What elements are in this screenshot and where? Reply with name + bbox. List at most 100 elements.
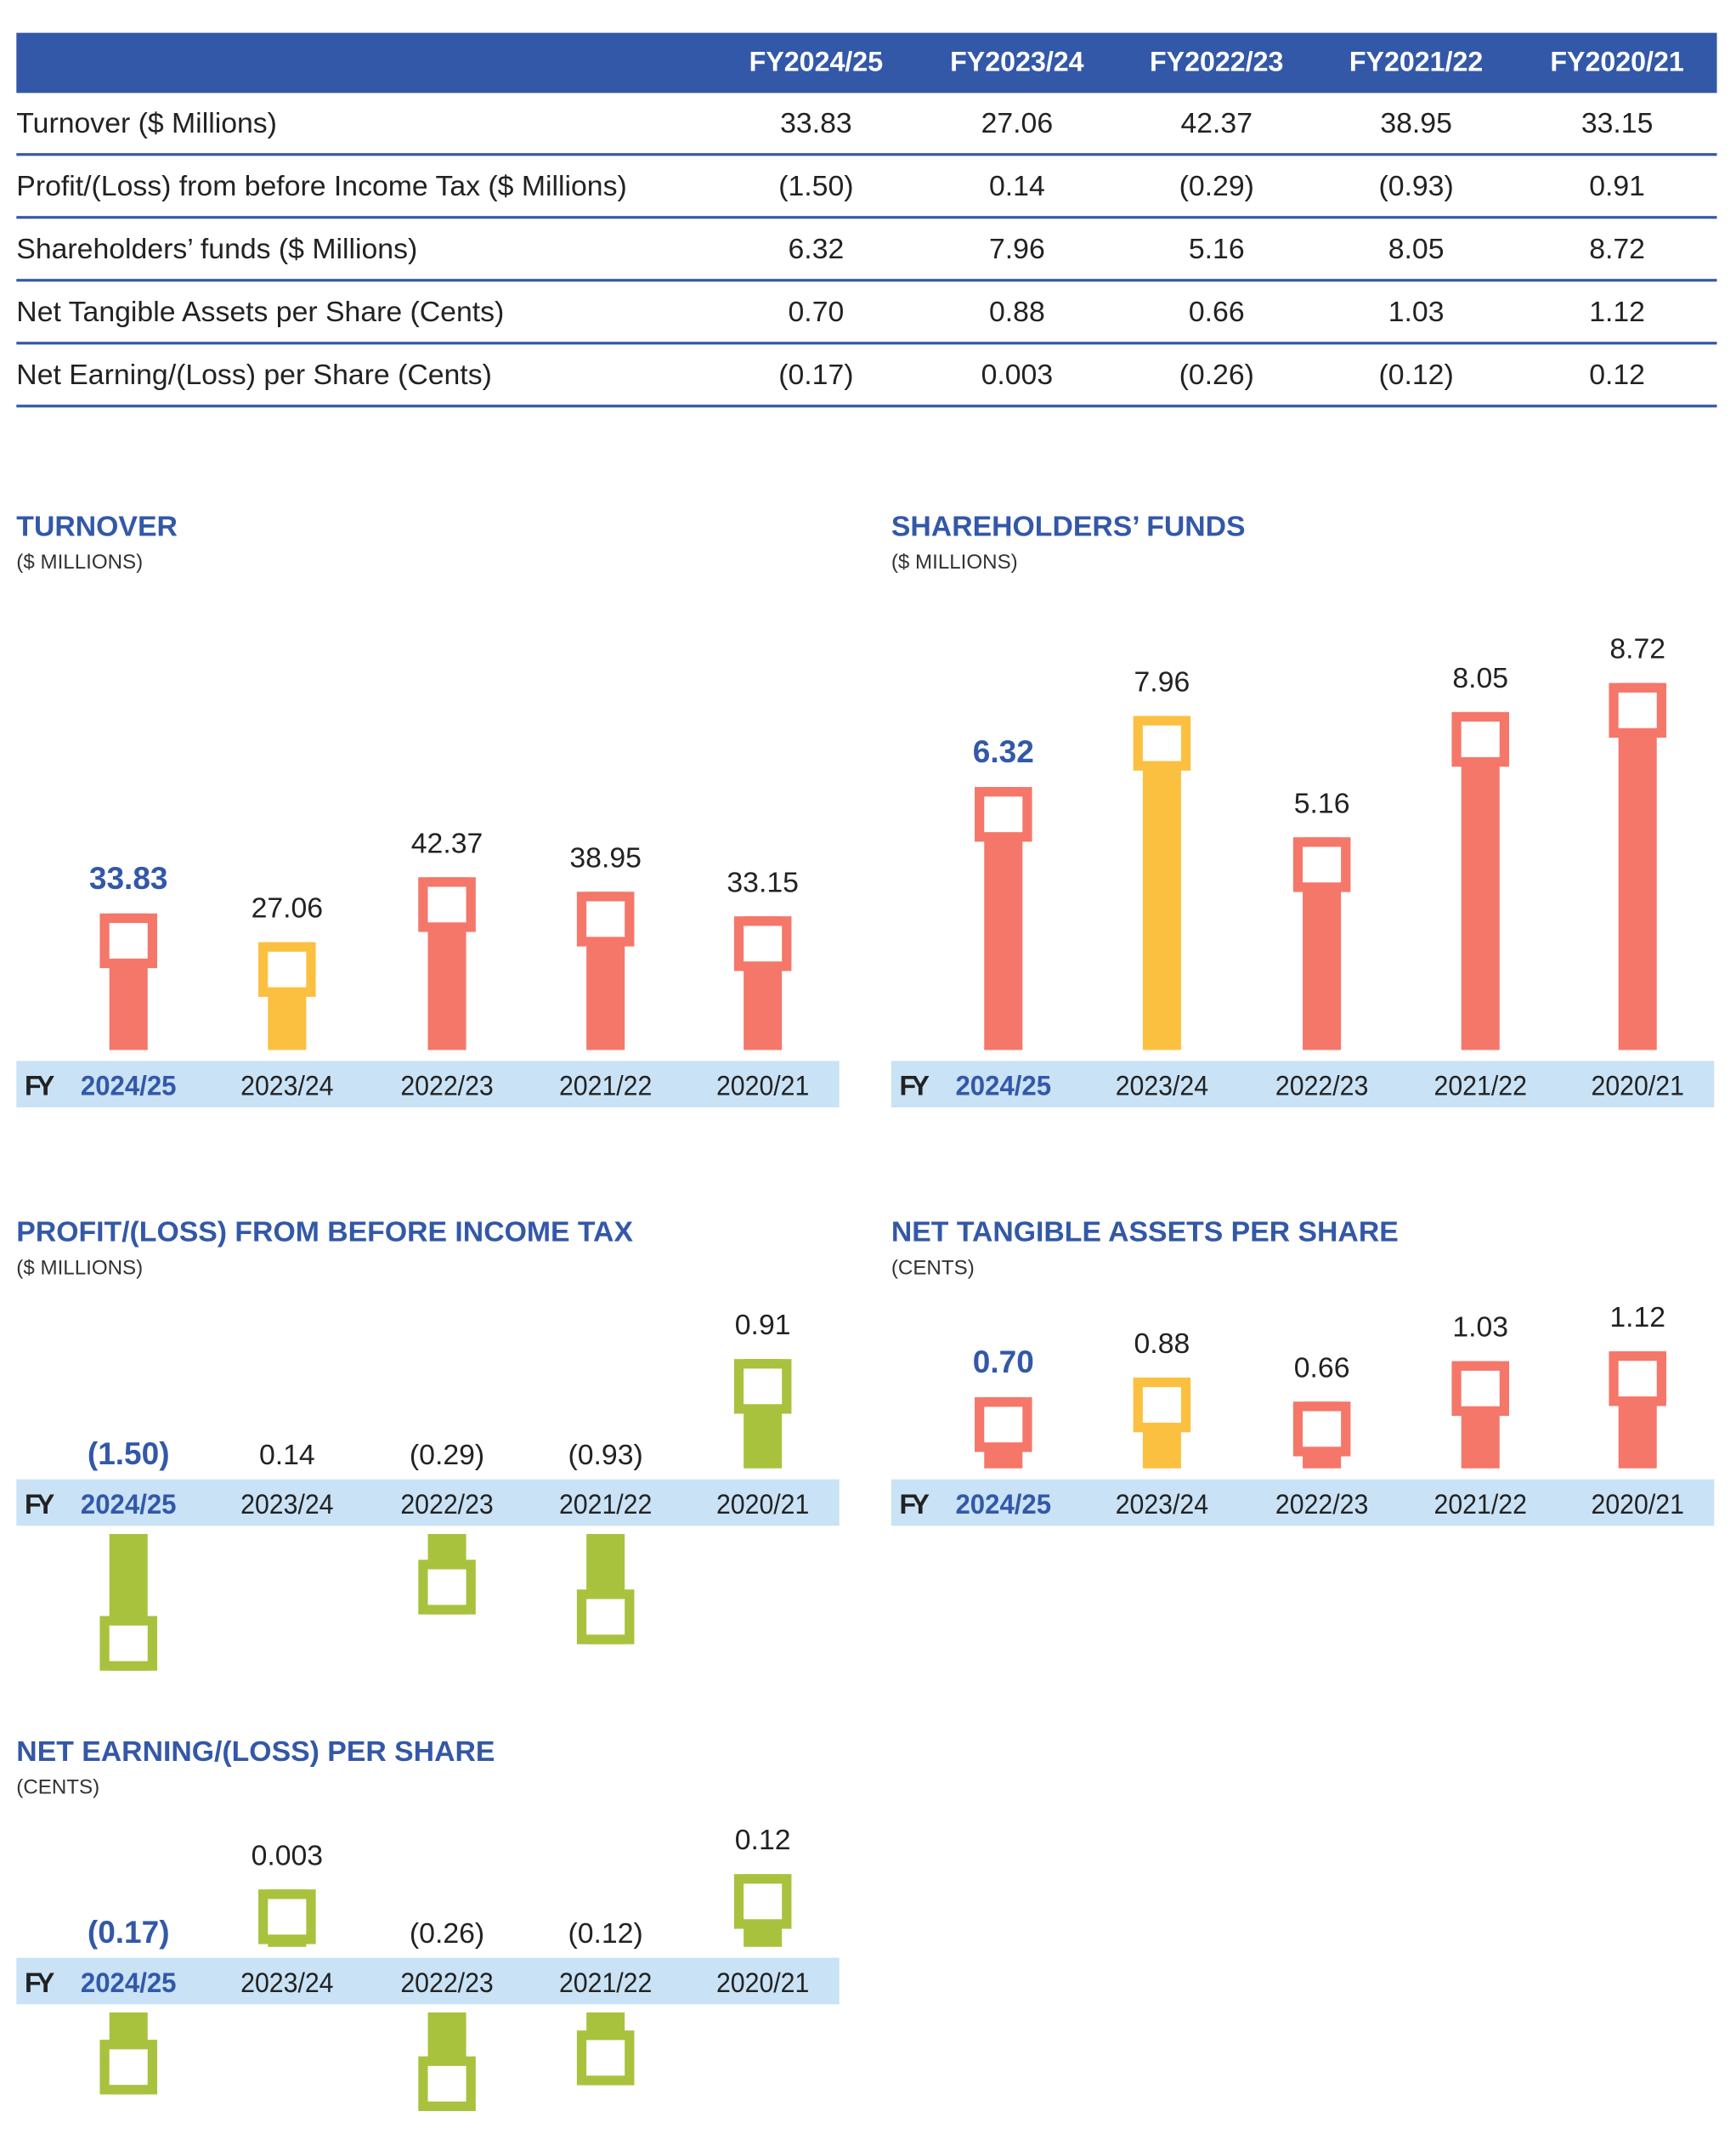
axis-prefix: FY	[25, 1489, 54, 1520]
axis-tick-label: 2021/22	[559, 1489, 652, 1520]
table-cell: (0.29)	[1179, 171, 1254, 203]
column-header: FY2021/22	[1349, 48, 1484, 78]
data-label: 1.12	[1609, 1301, 1665, 1333]
table-cell: 0.003	[981, 359, 1054, 392]
financial-table: FY2024/25 FY2023/24 FY2022/23 FY2021/22 …	[16, 32, 1717, 408]
chart-subtitle: ($ MILLIONS)	[891, 551, 1018, 575]
table-cell: (0.93)	[1378, 171, 1454, 203]
table-cell: 33.15	[1580, 108, 1654, 140]
bar-cap	[258, 942, 316, 997]
bar-cap	[1292, 1401, 1351, 1457]
table-cell: 33.83	[780, 108, 852, 140]
bar	[1461, 711, 1500, 1050]
data-label: 6.32	[973, 734, 1034, 769]
table-cell: 0.91	[1589, 171, 1645, 203]
column-header: FY2023/24	[950, 48, 1084, 78]
axis-tick-label: 2020/21	[716, 1071, 809, 1101]
row-label: Profit/(Loss) from before Income Tax ($ …	[16, 171, 627, 203]
axis-tick-label: 2022/23	[1275, 1071, 1368, 1101]
axis-tick-label: 2020/21	[716, 1967, 809, 1998]
bar-cap	[733, 1874, 792, 1929]
chart-subtitle: (CENTS)	[16, 1775, 100, 1800]
data-label: 0.70	[973, 1344, 1034, 1379]
table-cell: 42.37	[1180, 108, 1253, 140]
bar-cap	[99, 2040, 158, 2095]
data-label: 33.15	[727, 866, 798, 898]
bar-cap	[1609, 1351, 1667, 1407]
table-cell: 0.12	[1589, 359, 1645, 392]
table-cell: (0.26)	[1179, 359, 1254, 392]
chart-title: SHAREHOLDERS’ FUNDS	[891, 511, 1246, 543]
bar-cap	[975, 1397, 1032, 1452]
table-row: Net Tangible Assets per Share (Cents) 0.7…	[16, 281, 1717, 345]
table-cell: 0.70	[788, 297, 845, 329]
table-cell: 7.96	[988, 234, 1045, 266]
axis-tick-label: 2021/22	[1434, 1071, 1527, 1101]
axis-tick-label: 2023/24	[240, 1967, 333, 1998]
bar	[1142, 716, 1181, 1050]
axis-prefix: FY	[900, 1489, 930, 1520]
axis-tick-label: 2024/25	[81, 1071, 177, 1101]
data-label: 42.37	[411, 827, 483, 859]
bar-cap	[1133, 1377, 1191, 1433]
table-cell: 0.88	[988, 297, 1045, 329]
bar-cap	[1609, 682, 1667, 739]
axis-tick-label: 2021/22	[1434, 1489, 1527, 1520]
axis-prefix: FY	[25, 1071, 54, 1101]
axis-tick-label: 2023/24	[240, 1071, 333, 1101]
bar-cap	[418, 1559, 476, 1615]
data-label: (0.29)	[410, 1439, 484, 1471]
axis-band	[891, 1061, 1715, 1108]
chart-subtitle: ($ MILLIONS)	[16, 1256, 144, 1280]
data-label: 0.12	[735, 1824, 791, 1856]
bar-cap	[99, 913, 158, 969]
row-label: Shareholders’ funds ($ Millions)	[16, 234, 418, 266]
data-label: 0.66	[1294, 1351, 1350, 1384]
bar-cap	[733, 1359, 792, 1414]
data-label: (0.17)	[88, 1915, 170, 1950]
table-cell: 1.12	[1589, 297, 1645, 329]
chart-title: NET EARNING/(LOSS) PER SHARE	[16, 1736, 495, 1769]
bar-cap	[1451, 711, 1510, 767]
chart-title: TURNOVER	[16, 511, 178, 543]
bar-cap	[576, 892, 635, 947]
chart-subtitle: ($ MILLIONS)	[16, 551, 144, 575]
row-label: Net Tangible Assets per Share (Cents)	[16, 297, 505, 329]
axis-band	[16, 1479, 840, 1526]
bar-cap	[576, 1589, 635, 1644]
table-header: FY2024/25 FY2023/24 FY2022/23 FY2021/22 …	[16, 32, 1717, 93]
axis-prefix: FY	[900, 1071, 930, 1101]
data-label: (1.50)	[88, 1436, 170, 1471]
bar-cap	[975, 787, 1032, 842]
axis-tick-label: 2022/23	[400, 1967, 493, 1998]
column-header: FY2020/21	[1550, 48, 1684, 78]
data-label: 0.003	[252, 1839, 324, 1871]
axis-band	[16, 1957, 840, 2005]
data-label: (0.12)	[568, 1917, 643, 1950]
axis-band	[16, 1061, 840, 1108]
axis-tick-label: 2021/22	[559, 1071, 652, 1101]
table-row: Turnover ($ Millions) 33.83 27.06 42.37 38.9…	[16, 93, 1717, 156]
bar-cap	[418, 877, 476, 932]
data-label: 0.88	[1134, 1327, 1190, 1360]
axis-prefix: FY	[25, 1967, 54, 1998]
table-cell: (1.50)	[778, 171, 854, 203]
row-label: Turnover ($ Millions)	[16, 108, 277, 140]
table-cell: 27.06	[981, 108, 1054, 140]
data-label: 8.05	[1452, 662, 1508, 694]
data-label: 33.83	[89, 861, 168, 896]
axis-tick-label: 2024/25	[955, 1489, 1051, 1520]
data-label: 27.06	[252, 892, 324, 925]
bar-cap	[1133, 716, 1191, 771]
axis-tick-label: 2023/24	[1116, 1071, 1208, 1101]
bar-cap	[1292, 837, 1351, 892]
table-cell: 8.05	[1388, 234, 1445, 266]
data-label: 7.96	[1134, 665, 1190, 698]
table-cell: 5.16	[1188, 234, 1245, 266]
table-row: Shareholders’ funds ($ Millions) 6.32 7.96…	[16, 218, 1717, 282]
data-label: 8.72	[1609, 633, 1665, 665]
data-label: 5.16	[1294, 787, 1350, 819]
bar	[1618, 682, 1657, 1050]
